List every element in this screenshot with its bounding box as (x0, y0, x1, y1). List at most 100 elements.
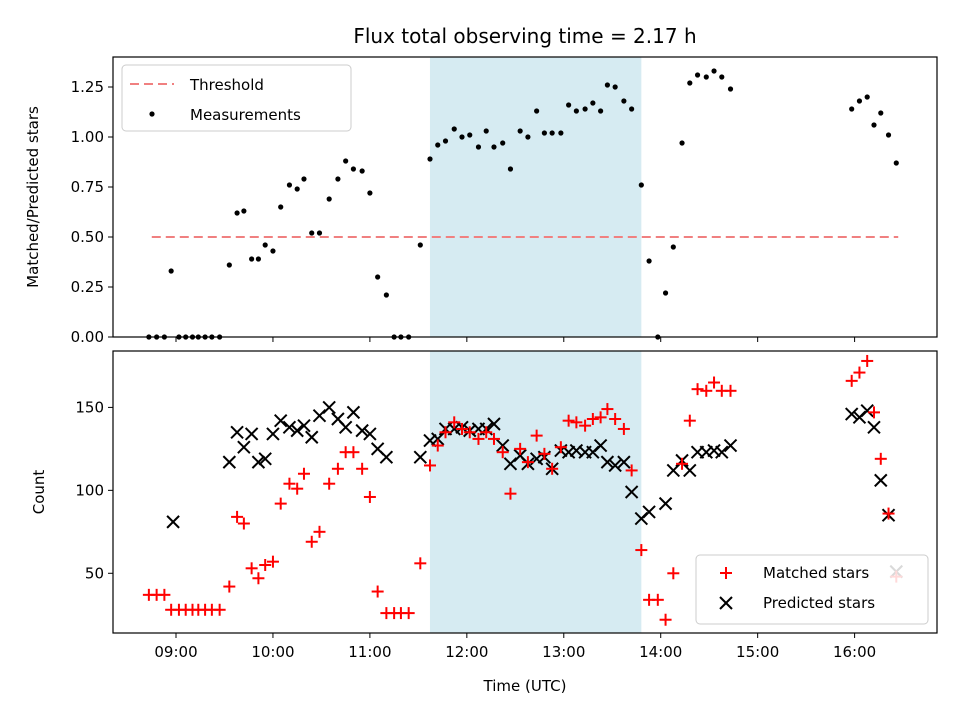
matched-stars-point (252, 572, 265, 585)
measurement-point (316, 230, 323, 236)
predicted-stars-point (624, 485, 639, 499)
matched-stars-point (480, 426, 493, 439)
matched-stars-point (274, 497, 287, 510)
measurement-point (500, 140, 506, 146)
measurement-point (534, 108, 540, 114)
matched-stars-point (546, 462, 559, 475)
legend-threshold-label: Threshold (189, 76, 264, 94)
matched-stars-point (691, 383, 704, 396)
predicted-stars-point (251, 455, 266, 469)
measurement-point (590, 100, 596, 106)
legend-matched-label: Matched stars (763, 564, 869, 582)
predicted-stars-point (230, 425, 244, 439)
predicted-stars-point (844, 407, 859, 421)
top-y-tick-label: 0.75 (71, 178, 104, 196)
predicted-stars-point (244, 427, 259, 441)
measurement-point (427, 156, 433, 162)
measurement-point (459, 134, 465, 140)
legend-measurements-swatch (149, 111, 155, 117)
measurement-point (451, 126, 457, 132)
matched-stars-point (601, 403, 614, 416)
measurement-point (249, 256, 255, 262)
top-highlight-span (429, 57, 642, 337)
matched-stars-point (617, 422, 630, 435)
matched-stars-point (266, 555, 279, 568)
matched-stars-point (363, 490, 376, 503)
x-tick-label: 11:00 (348, 643, 391, 661)
matched-stars-point (700, 384, 713, 397)
measurement-point (646, 258, 652, 264)
matched-stars-point (402, 607, 415, 620)
predicted-stars-point (413, 450, 428, 464)
measurement-point (270, 248, 276, 254)
predicted-stars-point (305, 430, 319, 444)
measurement-point (687, 80, 693, 86)
matched-stars-point (237, 517, 250, 530)
measurement-point (679, 140, 685, 146)
predicted-stars-point (379, 450, 394, 464)
measurement-point (234, 210, 240, 216)
matched-stars-point (448, 416, 461, 429)
matched-stars-point (651, 593, 664, 606)
matched-stars-point (356, 462, 369, 475)
matched-stars-point (853, 366, 866, 379)
measurement-point (507, 166, 514, 172)
matched-stars-point (323, 477, 336, 490)
matched-stars-point (487, 432, 500, 445)
measurement-point (350, 166, 357, 172)
measurement-point (168, 268, 174, 274)
x-tick-label: 09:00 (154, 643, 197, 661)
matched-stars-point (297, 467, 310, 480)
matched-stars-point (530, 429, 543, 442)
measurement-points (146, 68, 899, 340)
bottom-y-tick-label: 150 (75, 398, 104, 416)
measurement-point (286, 182, 293, 188)
measurement-point (885, 132, 892, 138)
measurement-point (226, 262, 232, 268)
measurement-point (442, 138, 449, 144)
matched-stars-point (635, 544, 648, 557)
measurement-point (367, 190, 373, 196)
predicted-stars-point (617, 455, 631, 469)
measurement-point (343, 158, 349, 164)
measurement-point (335, 176, 341, 182)
predicted-stars-point (322, 400, 336, 415)
bottom-ylabel: Count (30, 470, 48, 515)
matched-stars-point (431, 439, 444, 452)
predicted-stars-point (363, 427, 377, 441)
top-y-tick-label: 0.50 (71, 228, 104, 246)
x-tick-label: 10:00 (251, 643, 294, 661)
predicted-stars-point (346, 405, 361, 420)
matched-stars-point (861, 354, 874, 367)
matched-stars-point (455, 422, 468, 435)
legend-predicted-swatch (719, 596, 733, 610)
matched-stars-points (142, 354, 903, 626)
measurement-point (475, 144, 482, 150)
top-legend: Threshold Measurements (121, 64, 352, 132)
matched-stars-point (667, 567, 680, 580)
measurement-point (417, 242, 423, 248)
matched-stars-point (231, 510, 244, 523)
matched-stars-point (625, 464, 638, 477)
predicted-stars-point (495, 438, 510, 453)
top-axes-frame (112, 56, 938, 338)
measurement-point (573, 108, 579, 114)
predicted-stars-point (600, 455, 615, 469)
bottom-axes-frame (112, 350, 938, 634)
matched-stars-point (514, 442, 527, 455)
predicted-stars-point (487, 417, 501, 431)
predicted-stars-point (290, 423, 304, 438)
predicted-stars-point (338, 420, 353, 435)
matched-stars-point (867, 406, 880, 419)
measurement-point (541, 130, 547, 136)
measurement-point (309, 230, 315, 236)
predicted-stars-point (683, 463, 697, 478)
predicted-stars-point (593, 438, 608, 453)
measurement-point (638, 182, 644, 188)
predicted-stars-point (608, 458, 622, 473)
legend-predicted-label: Predicted stars (763, 594, 875, 612)
matched-stars-point (594, 411, 607, 424)
x-tick-label: 13:00 (542, 643, 585, 661)
predicted-stars-point (355, 423, 369, 438)
